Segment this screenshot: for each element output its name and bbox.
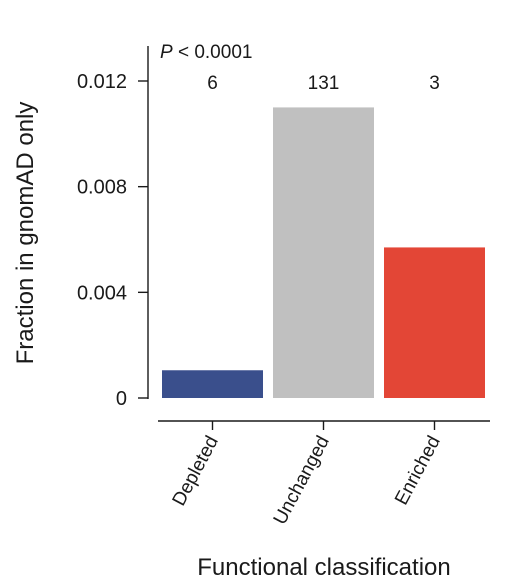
y-tick-label: 0 — [116, 388, 127, 410]
p-value-symbol: P — [160, 42, 173, 63]
x-axis-title: Functional classification — [197, 554, 450, 581]
x-tick-label-depleted: Depleted — [169, 432, 223, 509]
x-tick-label-unchanged: Unchanged — [270, 432, 334, 528]
y-tick-label: 0.012 — [77, 71, 127, 93]
p-value-annotation: P < 0.0001 — [160, 42, 252, 63]
p-value-text: < 0.0001 — [173, 42, 253, 63]
count-label-enriched: 3 — [429, 73, 440, 94]
count-labels: 6 131 3 — [207, 73, 440, 94]
x-ticks: Depleted Unchanged Enriched — [169, 421, 445, 528]
y-tick-label: 0.008 — [77, 177, 127, 199]
bar-unchanged — [273, 107, 374, 399]
x-tick-label-enriched: Enriched — [391, 432, 445, 508]
count-label-unchanged: 131 — [308, 73, 340, 94]
y-ticks: 0 0.004 0.008 0.012 — [77, 71, 148, 410]
count-label-depleted: 6 — [207, 73, 218, 94]
bar-enriched — [384, 247, 485, 398]
bar-depleted — [162, 370, 263, 398]
y-axis-title: Fraction in gnomAD only — [12, 102, 39, 365]
bars — [162, 107, 485, 399]
y-tick-label: 0.004 — [77, 282, 127, 304]
